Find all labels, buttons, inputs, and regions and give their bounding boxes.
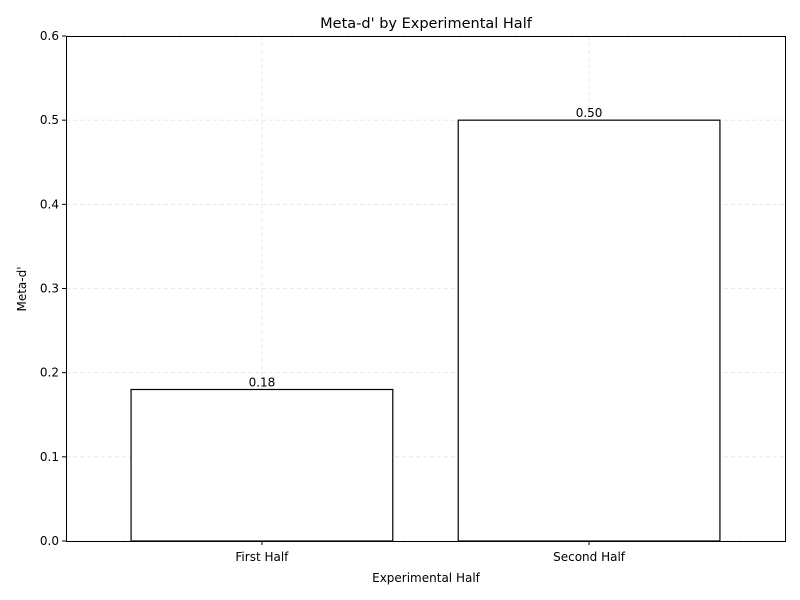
y-tick-label: 0.3 [40,282,59,296]
y-tick-label: 0.5 [40,113,59,127]
y-tick-label: 0.0 [40,534,59,548]
plot-frame [66,36,786,542]
y-tick-label: 0.2 [40,366,59,380]
bars-layer [130,119,721,542]
x-axis: First Half Second Half [235,541,626,564]
bar-1 [130,388,394,542]
x-tick-label: Second Half [553,550,626,564]
bar-2 [457,119,721,542]
x-tick-label: First Half [235,550,289,564]
bar-value-label: 0.18 [249,376,276,390]
y-tick-label: 0.6 [40,29,59,43]
bar-value-label: 0.50 [576,106,603,120]
chart-title: Meta-d' by Experimental Half [320,16,533,32]
y-axis-label: Meta-d' [15,266,29,311]
data-labels: 0.18 0.50 [249,106,603,389]
x-axis-label: Experimental Half [372,571,481,585]
y-tick-label: 0.4 [40,197,59,211]
y-tick-label: 0.1 [40,450,59,464]
y-axis: 0.0 0.1 0.2 0.3 0.4 0.5 0.6 [40,29,66,548]
